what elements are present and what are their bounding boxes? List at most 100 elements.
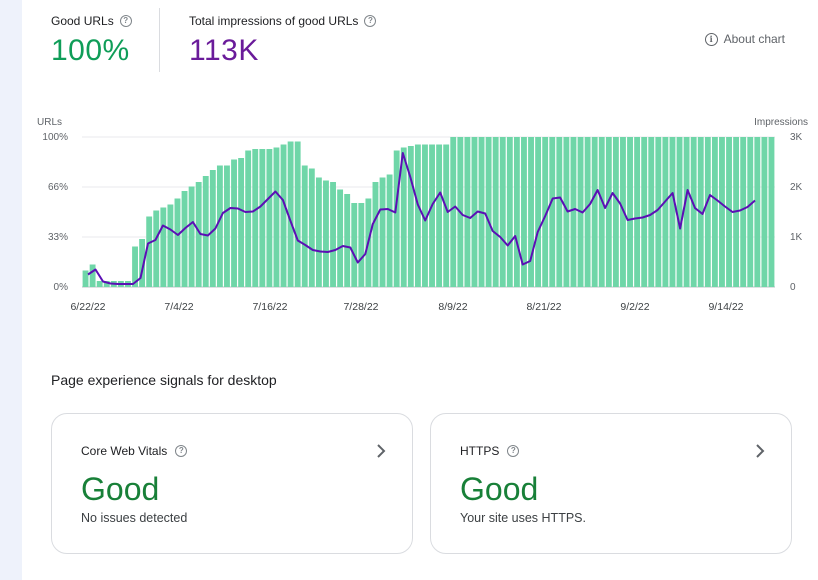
- bar: [669, 137, 676, 287]
- bar: [535, 137, 542, 287]
- help-icon[interactable]: ?: [175, 445, 188, 457]
- signals-section-title: Page experience signals for desktop: [51, 372, 277, 388]
- bar: [372, 182, 379, 287]
- impressions-metric[interactable]: Total impressions of good URLs ? 113K: [189, 14, 377, 68]
- bar: [464, 137, 471, 287]
- good-urls-label: Good URLs: [51, 14, 114, 28]
- y-right-axis-title: Impressions: [754, 117, 808, 128]
- bar: [344, 194, 351, 287]
- bar: [238, 158, 245, 287]
- y-left-tick-label: 0%: [54, 282, 69, 293]
- bar: [754, 137, 761, 287]
- bar: [216, 165, 223, 287]
- x-tick-label: 7/28/22: [343, 301, 378, 313]
- left-rail: [0, 0, 22, 580]
- help-icon[interactable]: ?: [507, 445, 520, 457]
- bar: [429, 144, 435, 287]
- impressions-value: 113K: [189, 34, 259, 67]
- bar: [450, 137, 457, 287]
- card-status: Good: [81, 471, 160, 507]
- bar: [146, 216, 153, 287]
- bar: [96, 281, 103, 287]
- bar: [294, 141, 301, 287]
- chevron-right-icon[interactable]: [755, 444, 765, 463]
- bar: [648, 137, 655, 287]
- bar: [485, 137, 492, 287]
- bar: [167, 204, 174, 287]
- bar: [132, 246, 138, 287]
- x-tick-label: 7/4/22: [164, 301, 193, 313]
- bar: [351, 203, 358, 287]
- good-urls-label-row: Good URLs ?: [51, 14, 132, 28]
- bar: [513, 137, 520, 287]
- https-card[interactable]: HTTPS ? Good Your site uses HTTPS.: [430, 413, 792, 554]
- bar: [259, 149, 266, 287]
- bar: [570, 137, 577, 287]
- bar: [556, 137, 563, 287]
- bar: [704, 137, 711, 287]
- y-left-tick-label: 100%: [42, 132, 68, 143]
- bar: [443, 144, 450, 287]
- bar: [245, 150, 252, 287]
- bar: [726, 137, 732, 287]
- bar: [521, 137, 527, 287]
- impressions-line: [87, 152, 756, 285]
- y-right-tick-label: 0: [790, 282, 796, 293]
- bar: [195, 182, 202, 287]
- bar: [740, 137, 747, 287]
- bar: [563, 137, 570, 287]
- card-status: Good: [460, 471, 539, 507]
- bar: [181, 191, 188, 287]
- bar: [747, 137, 754, 287]
- bar: [761, 137, 768, 287]
- bar: [683, 137, 690, 287]
- bar: [337, 189, 344, 287]
- chevron-right-icon[interactable]: [376, 444, 386, 463]
- bar: [499, 137, 506, 287]
- bar: [634, 137, 641, 287]
- card-title: Core Web Vitals: [81, 444, 168, 458]
- bar: [414, 144, 421, 287]
- about-chart-button[interactable]: i About chart: [704, 32, 785, 46]
- bar: [422, 144, 428, 287]
- bar: [584, 137, 591, 287]
- bar: [202, 176, 209, 287]
- bar: [605, 137, 612, 287]
- bar: [174, 198, 181, 287]
- help-icon[interactable]: ?: [364, 15, 377, 27]
- x-tick-label: 8/21/22: [526, 301, 561, 313]
- bar: [323, 180, 329, 287]
- x-tick-label: 9/14/22: [708, 301, 743, 313]
- core-web-vitals-card[interactable]: Core Web Vitals ? Good No issues detecte…: [51, 413, 413, 554]
- bar: [528, 137, 534, 287]
- impressions-label: Total impressions of good URLs: [189, 14, 359, 28]
- good-urls-metric[interactable]: Good URLs ? 100%: [51, 14, 132, 68]
- bar: [386, 174, 393, 287]
- bar: [89, 264, 96, 287]
- bar: [471, 137, 478, 287]
- bar: [627, 137, 633, 287]
- bar: [153, 210, 160, 287]
- bar: [436, 144, 443, 287]
- x-tick-label: 6/22/22: [70, 301, 105, 313]
- bar: [400, 147, 407, 287]
- bar: [287, 141, 294, 287]
- bar: [711, 137, 718, 287]
- bar: [379, 177, 386, 287]
- bar: [82, 270, 89, 287]
- bar: [612, 137, 619, 287]
- chart-line: [87, 152, 756, 285]
- x-tick-label: 9/2/22: [620, 301, 649, 313]
- bar: [273, 147, 280, 287]
- bar: [160, 207, 167, 287]
- chart-labels: URLs Impressions 100% 66% 33% 0% 3K 2K 1K 0 6/22/2…: [37, 117, 808, 313]
- bar: [393, 150, 400, 287]
- chart[interactable]: URLs Impressions 100% 66% 33% 0% 3K 2K 1K 0 6/22/2…: [0, 110, 818, 320]
- bar: [188, 186, 195, 287]
- bar: [280, 144, 287, 287]
- metric-divider: [159, 8, 160, 72]
- bar: [308, 168, 315, 287]
- help-icon[interactable]: ?: [119, 15, 132, 27]
- about-chart-label: About chart: [723, 32, 785, 46]
- good-urls-value: 100%: [51, 34, 130, 67]
